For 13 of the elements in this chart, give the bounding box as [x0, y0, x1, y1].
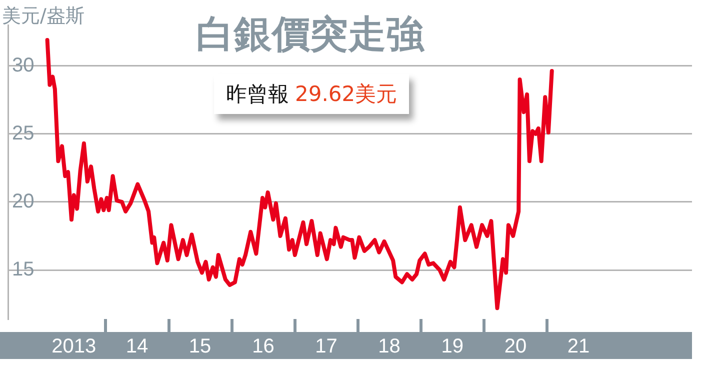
x-tick-label: 19 — [441, 336, 464, 358]
x-tick-label: 18 — [378, 336, 400, 358]
x-tick-label: 17 — [315, 336, 338, 358]
x-tick-label: 20 — [504, 336, 527, 358]
y-axis-title: 美元/盎斯 — [2, 4, 84, 28]
x-tick-label: 16 — [252, 336, 274, 358]
annotation: 29.62美元 — [295, 82, 398, 106]
annotation: 昨曾報 — [226, 82, 289, 106]
x-tick-label: 15 — [188, 336, 212, 358]
x-tick-label: 14 — [126, 336, 148, 358]
x-tick-label: 21 — [567, 336, 590, 358]
x-tick-label: 2013 — [52, 336, 96, 358]
chart-title: 白銀價突走強 — [196, 12, 424, 56]
